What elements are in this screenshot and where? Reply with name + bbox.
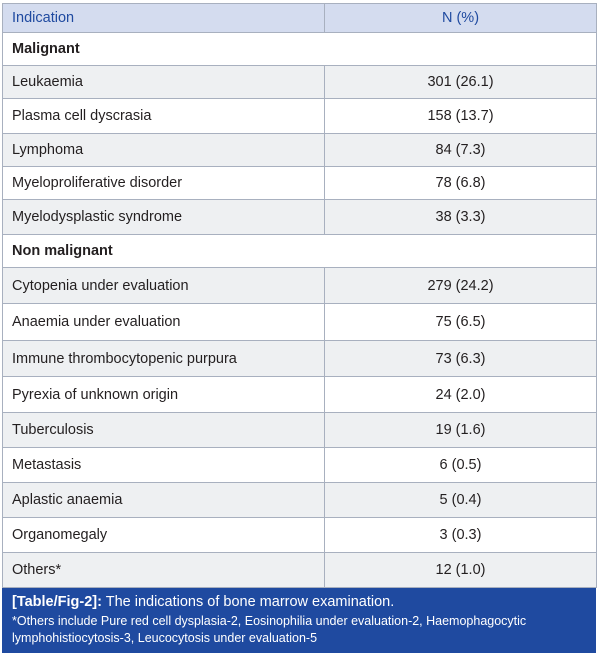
table-row: Plasma cell dyscrasia 158 (13.7) [2, 98, 597, 134]
indication-cell: Myelodysplastic syndrome [2, 199, 325, 235]
caption-title: [Table/Fig-2]: The indications of bone m… [12, 593, 586, 611]
table-row: Pyrexia of unknown origin 24 (2.0) [2, 376, 597, 413]
count-percent-cell: 12 (1.0) [324, 552, 597, 588]
count-percent-cell: 78 (6.8) [324, 166, 597, 200]
table-row: Anaemia under evaluation 75 (6.5) [2, 303, 597, 341]
count-percent-cell: 301 (26.1) [324, 65, 597, 99]
table-row: Myeloproliferative disorder 78 (6.8) [2, 166, 597, 200]
caption-label: [Table/Fig-2]: [12, 594, 102, 610]
count-percent-cell: 6 (0.5) [324, 447, 597, 483]
indication-cell: Cytopenia under evaluation [2, 267, 325, 304]
table-row: Metastasis 6 (0.5) [2, 447, 597, 483]
table-row: Lymphoma 84 (7.3) [2, 133, 597, 167]
indication-cell: Metastasis [2, 447, 325, 483]
indication-cell: Others* [2, 552, 325, 588]
count-percent-cell: 279 (24.2) [324, 267, 597, 304]
table-row: Leukaemia 301 (26.1) [2, 65, 597, 99]
table-row: Cytopenia under evaluation 279 (24.2) [2, 267, 597, 304]
table-header-row: Indication N (%) [2, 3, 597, 33]
indication-cell: Immune thrombocytopenic purpura [2, 340, 325, 377]
table-row: Immune thrombocytopenic purpura 73 (6.3) [2, 340, 597, 377]
count-percent-cell: 5 (0.4) [324, 482, 597, 518]
table-row: Others* 12 (1.0) [2, 552, 597, 588]
table-row: Organomegaly 3 (0.3) [2, 517, 597, 553]
indication-cell: Anaemia under evaluation [2, 303, 325, 341]
section-title: Non malignant [2, 234, 597, 268]
header-n-percent: N (%) [324, 3, 597, 33]
indications-table-figure: Indication N (%) Malignant Leukaemia 301 (… [2, 3, 597, 653]
section-row: Non malignant [2, 234, 597, 268]
indication-cell: Tuberculosis [2, 412, 325, 448]
count-percent-cell: 75 (6.5) [324, 303, 597, 341]
indication-cell: Plasma cell dyscrasia [2, 98, 325, 134]
table-body: Malignant Leukaemia 301 (26.1) Plasma cell … [2, 32, 597, 588]
caption-footnote: *Others include Pure red cell dysplasia-… [12, 614, 527, 645]
table-row: Myelodysplastic syndrome 38 (3.3) [2, 199, 597, 235]
count-percent-cell: 38 (3.3) [324, 199, 597, 235]
indication-cell: Myeloproliferative disorder [2, 166, 325, 200]
count-percent-cell: 3 (0.3) [324, 517, 597, 553]
count-percent-cell: 19 (1.6) [324, 412, 597, 448]
table-row: Tuberculosis 19 (1.6) [2, 412, 597, 448]
count-percent-cell: 24 (2.0) [324, 376, 597, 413]
table-caption: [Table/Fig-2]: The indications of bone m… [2, 588, 596, 653]
indication-cell: Pyrexia of unknown origin [2, 376, 325, 413]
indication-cell: Lymphoma [2, 133, 325, 167]
indication-cell: Organomegaly [2, 517, 325, 553]
header-indication: Indication [2, 3, 325, 33]
section-title: Malignant [2, 32, 597, 66]
count-percent-cell: 158 (13.7) [324, 98, 597, 134]
table-row: Aplastic anaemia 5 (0.4) [2, 482, 597, 518]
caption-text: The indications of bone marrow examinati… [101, 594, 395, 610]
section-row: Malignant [2, 32, 597, 66]
indications-table: Indication N (%) Malignant Leukaemia 301 (… [2, 3, 597, 588]
indication-cell: Leukaemia [2, 65, 325, 99]
count-percent-cell: 73 (6.3) [324, 340, 597, 377]
indication-cell: Aplastic anaemia [2, 482, 325, 518]
count-percent-cell: 84 (7.3) [324, 133, 597, 167]
